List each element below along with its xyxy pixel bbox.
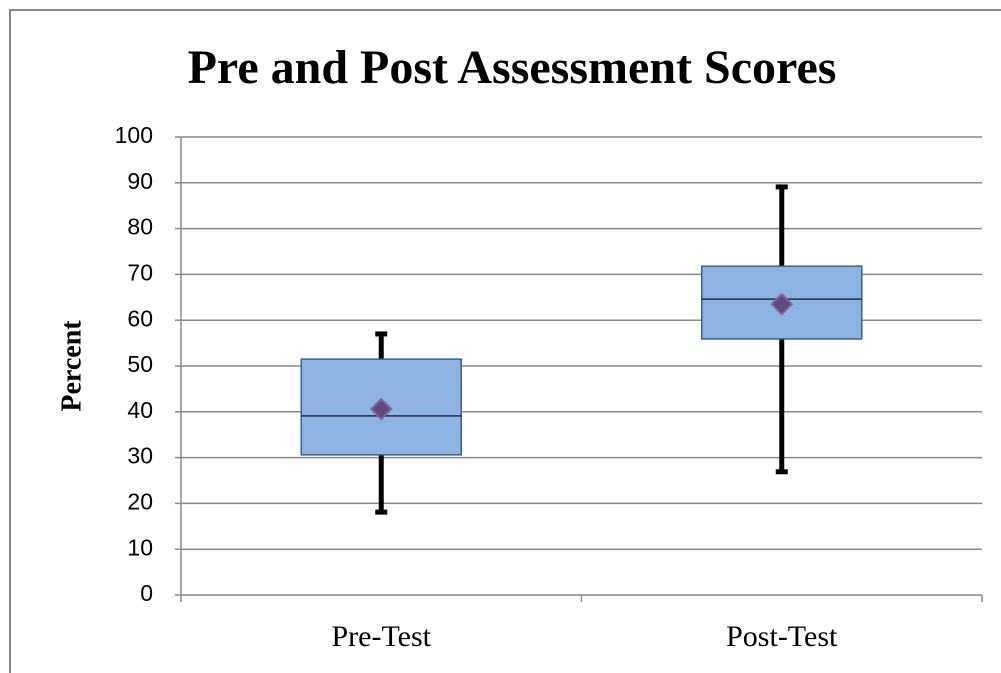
mean-marker	[770, 292, 794, 316]
y-tick-label: 90	[127, 168, 153, 194]
y-tick-label: 20	[127, 488, 153, 514]
y-tick-label: 80	[127, 214, 153, 240]
chart-frame	[9, 9, 1001, 673]
y-tick-label: 50	[127, 351, 153, 377]
y-tick-label: 70	[127, 259, 153, 285]
y-tick-label: 40	[127, 397, 153, 423]
x-tick-label: Pre-Test	[331, 620, 431, 653]
chart-title: Pre and Post Assessment Scores	[188, 41, 837, 94]
mean-marker	[369, 397, 393, 421]
y-tick-label: 30	[127, 443, 153, 469]
y-tick-label: 100	[115, 122, 153, 148]
y-axis-label: Percent	[56, 320, 87, 412]
y-tick-label: 60	[127, 305, 153, 331]
x-tick-label: Post-Test	[726, 620, 838, 653]
y-tick-label: 10	[127, 534, 153, 560]
y-tick-label: 0	[140, 580, 153, 606]
